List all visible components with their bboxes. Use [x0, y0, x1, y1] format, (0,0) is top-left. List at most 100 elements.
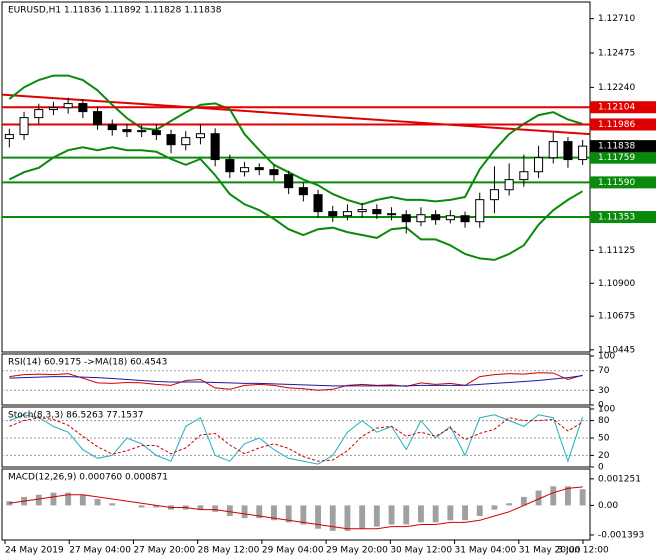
x-tick-label: 3 Jun 12:00	[557, 546, 609, 556]
level-tag	[590, 176, 656, 189]
macd-bar	[94, 499, 101, 506]
macd-bar	[315, 505, 321, 529]
candle-body	[563, 141, 573, 161]
candle-body	[181, 137, 191, 146]
indicator-line	[9, 414, 584, 465]
candle-body	[548, 141, 558, 159]
panel-title: MACD(12,26,9) 0.000760 0.000871	[8, 473, 168, 483]
panel-title: EURUSD,H1 1.11836 1.11892 1.11828 1.1183…	[8, 6, 222, 16]
macd-bar	[79, 494, 86, 506]
candle-body	[210, 133, 220, 161]
level-label: 1.12104	[598, 103, 635, 113]
candle-body	[151, 130, 161, 136]
candle-body	[34, 109, 44, 119]
x-tick-label: 28 May 12:00	[198, 546, 260, 556]
y-tick-label: 50	[598, 434, 610, 444]
panel-frame	[1, 406, 591, 468]
y-tick-label: 1.12475	[598, 48, 635, 58]
candle-body	[328, 211, 338, 217]
candle-body	[63, 103, 73, 109]
x-tick-label: 31 May 04:00	[455, 546, 517, 556]
candle-body	[401, 214, 411, 223]
panel-frame	[1, 1, 591, 353]
macd-bar	[50, 492, 57, 506]
signal-line	[9, 486, 583, 530]
candle-body	[387, 213, 397, 216]
level-label: 1.11986	[598, 120, 635, 130]
panel-title: Stoch(8,3,3) 86.5263 77.1537	[8, 411, 143, 421]
macd-bar	[418, 505, 424, 523]
x-tick-label: 29 May 20:00	[326, 546, 388, 556]
trend-line	[1, 93, 591, 136]
macd-bar	[447, 505, 454, 521]
macd-bar	[212, 505, 219, 512]
y-tick-label: 0.001251	[598, 474, 641, 484]
candle-body	[372, 209, 382, 215]
candle-body	[48, 107, 58, 111]
macd-bar	[271, 505, 277, 521]
indicator-line	[9, 372, 583, 391]
y-tick-label: 0	[598, 401, 604, 411]
candle-body	[534, 157, 544, 173]
macd-bar	[65, 492, 72, 506]
macd-bar	[300, 505, 307, 525]
macd-bar	[329, 505, 336, 531]
panel-title: RSI(14) 60.9175 ->MA(18) 60.4543	[8, 358, 167, 368]
macd-bar	[565, 486, 571, 506]
candle-body	[166, 134, 176, 146]
macd-bar	[373, 505, 380, 527]
x-tick-label: 30 May 12:00	[390, 546, 452, 556]
x-tick-label: 27 May 04:00	[69, 546, 131, 556]
macd-bar	[506, 503, 513, 506]
candle-body	[431, 214, 441, 221]
candle-body	[19, 117, 29, 136]
y-tick-label: 1.10675	[598, 312, 635, 322]
macd-bar	[520, 496, 527, 506]
candle-body	[78, 103, 88, 113]
candle-body	[489, 189, 499, 201]
candle-body	[519, 171, 529, 181]
y-tick-label: 1.11125	[598, 246, 635, 256]
y-tick-label: 70	[598, 366, 610, 376]
macd-bar	[579, 489, 586, 506]
candle-body	[93, 111, 103, 126]
macd-bar	[153, 505, 160, 508]
macd-bar	[550, 486, 557, 506]
candle-body	[460, 215, 470, 223]
current-price-label: 1.11838	[598, 142, 635, 152]
macd-bar	[109, 503, 116, 506]
y-tick-label: 0	[598, 463, 604, 473]
candle-body	[254, 167, 264, 171]
y-tick-label: 80	[598, 416, 610, 426]
macd-bar	[476, 505, 483, 517]
level-tag	[590, 101, 656, 114]
macd-bar	[388, 505, 395, 525]
candle-body	[4, 134, 14, 140]
macd-bar	[403, 505, 410, 525]
y-tick-label: 100	[598, 352, 615, 362]
candle-body	[122, 129, 132, 133]
macd-bar	[344, 505, 351, 531]
candle-body	[269, 169, 279, 176]
macd-bar	[432, 505, 439, 523]
x-tick-label: 31 May 20:00	[519, 546, 581, 556]
level-tag	[590, 118, 656, 131]
candle-body	[107, 124, 117, 131]
level-label: 1.11590	[598, 178, 635, 188]
macd-bar	[285, 505, 292, 523]
macd-bar	[535, 490, 542, 506]
macd-bar	[241, 505, 248, 519]
candle-body	[195, 133, 205, 139]
candle-body	[416, 214, 426, 223]
level-tag	[590, 211, 656, 224]
candle-body	[357, 209, 367, 213]
candle-body	[137, 130, 147, 133]
level-tag	[590, 151, 656, 164]
macd-bar	[256, 505, 263, 519]
panel-frame	[1, 468, 591, 541]
candle-body	[240, 167, 250, 173]
candle-body	[475, 199, 485, 223]
macd-bar	[491, 505, 498, 510]
bollinger-band	[8, 146, 584, 261]
indicator-line	[9, 375, 583, 387]
